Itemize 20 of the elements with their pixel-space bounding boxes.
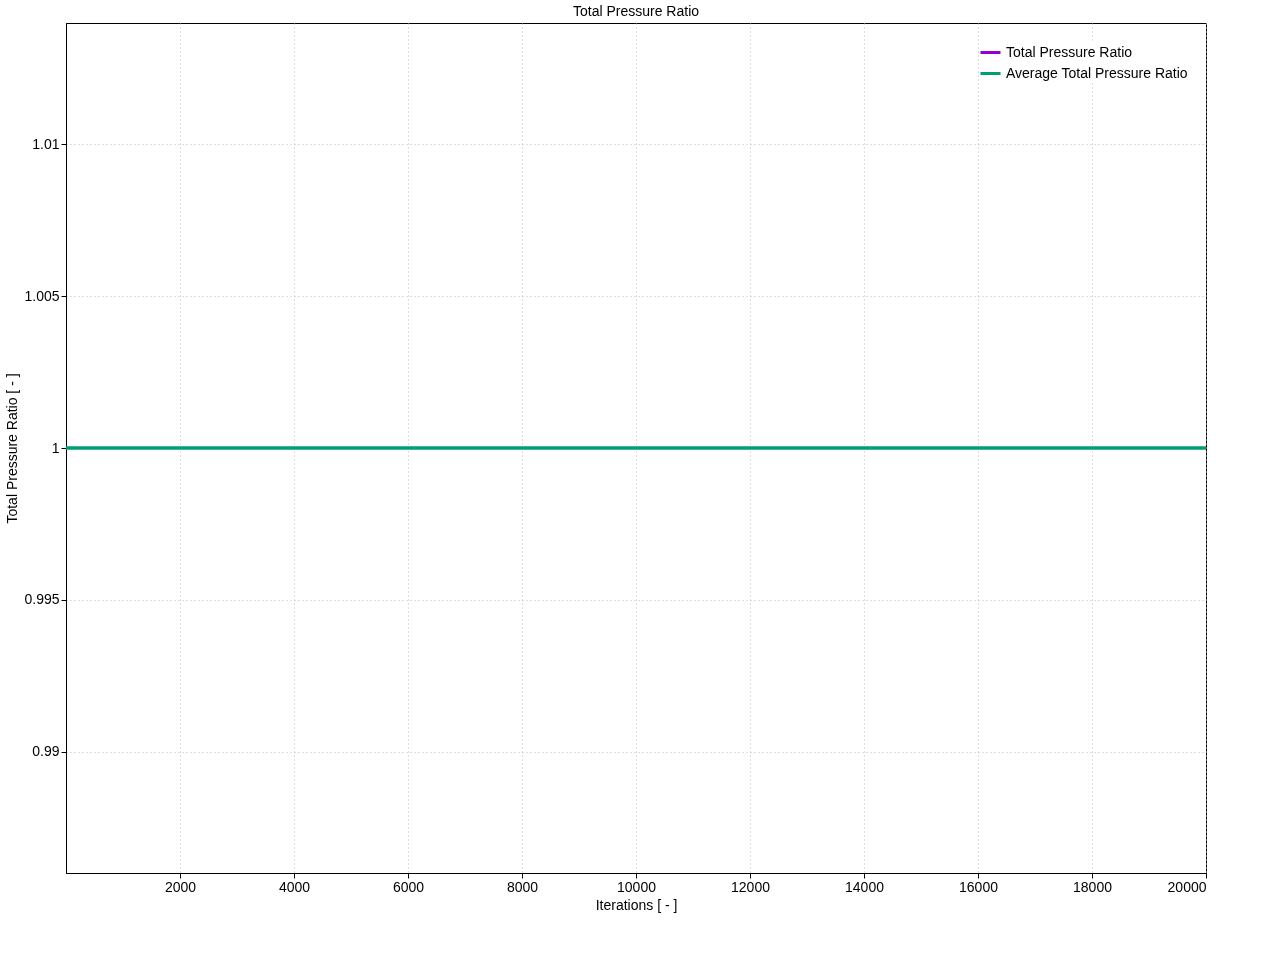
x-axis-title: Iterations [ - ] bbox=[595, 896, 678, 913]
x-tick-label: 14000 bbox=[845, 878, 885, 895]
x-tick-label: 18000 bbox=[1073, 878, 1113, 895]
x-tick-label: 16000 bbox=[959, 878, 999, 895]
x-tick-label: 4000 bbox=[278, 878, 311, 895]
y-tick-label: 0.995 bbox=[24, 591, 60, 608]
x-tick-label: 6000 bbox=[392, 878, 425, 895]
x-tick-label: 8000 bbox=[506, 878, 539, 895]
legend-label: Total Pressure Ratio bbox=[1006, 43, 1133, 60]
y-tick-label: 0.99 bbox=[32, 743, 60, 760]
x-tick-label: 12000 bbox=[731, 878, 771, 895]
x-tick-label: 20000 bbox=[1167, 878, 1207, 895]
y-tick-label: 1 bbox=[51, 439, 60, 456]
x-tick-label: 2000 bbox=[164, 878, 197, 895]
chart-title: Total Pressure Ratio bbox=[572, 3, 700, 19]
legend-label: Average Total Pressure Ratio bbox=[1006, 64, 1188, 81]
y-tick-label: 1.005 bbox=[24, 287, 60, 304]
x-tick-label: 10000 bbox=[617, 878, 657, 895]
y-tick-label: 1.01 bbox=[32, 135, 60, 152]
y-axis-title: Total Pressure Ratio [ - ] bbox=[4, 373, 21, 524]
